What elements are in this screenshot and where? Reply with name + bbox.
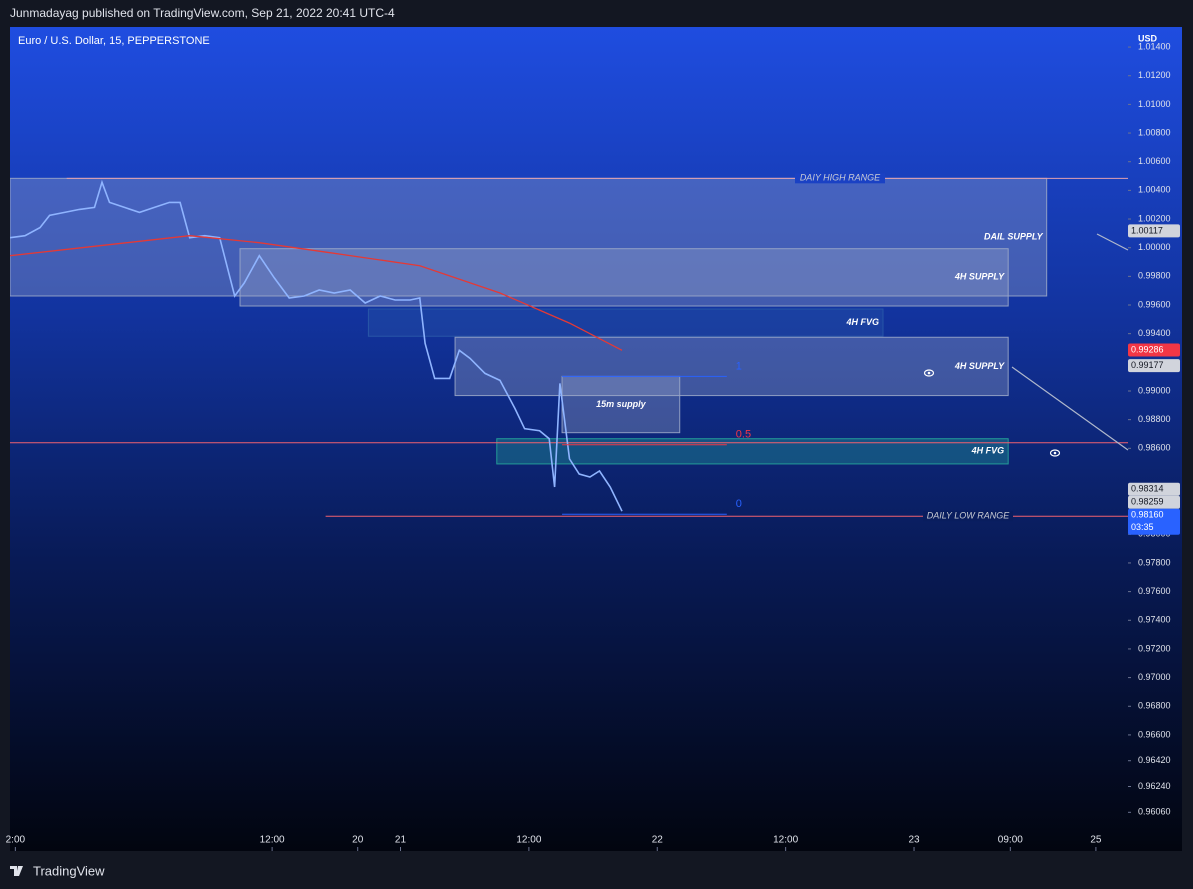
level-label: DAIY HIGH RANGE bbox=[800, 173, 881, 183]
y-tick-label: 1.00800 bbox=[1138, 127, 1171, 137]
zone bbox=[10, 177, 1048, 297]
trend-arrow bbox=[1096, 233, 1129, 251]
level-label-gap bbox=[923, 511, 1013, 522]
y-tick-label: 0.96600 bbox=[1138, 729, 1171, 739]
level-label: DAILY LOW RANGE bbox=[927, 511, 1011, 521]
brand-name: TradingView bbox=[33, 863, 105, 878]
y-tick-label: 0.97200 bbox=[1138, 643, 1171, 653]
price-label-text: 1.00117 bbox=[1131, 225, 1163, 235]
y-tick-label: 0.96420 bbox=[1138, 755, 1171, 765]
price-label-text: 0.99286 bbox=[1131, 344, 1164, 354]
moving-average bbox=[10, 235, 623, 351]
price-label bbox=[1128, 482, 1180, 496]
y-tick-label: 0.97800 bbox=[1138, 557, 1171, 567]
y-tick-label: 0.99600 bbox=[1138, 299, 1171, 309]
level-label-gap bbox=[795, 173, 885, 184]
fib-level-label: 1 bbox=[736, 360, 742, 372]
y-tick-label: 0.98800 bbox=[1138, 414, 1171, 424]
zone-label: 4H SUPPLY bbox=[954, 272, 1005, 282]
y-tick-label: 0.99400 bbox=[1138, 328, 1171, 338]
x-tick-label: 12:00 bbox=[260, 835, 285, 846]
price-label bbox=[1128, 508, 1180, 535]
y-tick-label: 1.01000 bbox=[1138, 99, 1171, 109]
plot-area bbox=[10, 173, 1128, 522]
trend-arrow bbox=[1011, 366, 1129, 451]
y-tick-label: 0.99800 bbox=[1138, 271, 1171, 281]
x-tick-label: 12:00 bbox=[773, 835, 798, 846]
zone bbox=[454, 336, 1009, 397]
x-tick-label: 25 bbox=[1090, 835, 1102, 846]
y-tick-label: 0.96240 bbox=[1138, 781, 1171, 791]
y-tick-label: 0.97000 bbox=[1138, 672, 1171, 682]
price-label bbox=[1128, 359, 1180, 373]
zone bbox=[561, 375, 681, 434]
zone-label: 4H FVG bbox=[971, 446, 1005, 456]
zone-label: 4H FVG bbox=[845, 317, 879, 327]
price-label bbox=[1128, 495, 1180, 509]
x-tick-label: 21 bbox=[395, 835, 407, 846]
y-tick-label: 0.96060 bbox=[1138, 807, 1171, 817]
y-tick-label: 1.01400 bbox=[1138, 41, 1171, 51]
y-tick-label: 1.00400 bbox=[1138, 185, 1171, 195]
price-label-text: 0.98259 bbox=[1131, 497, 1164, 507]
y-tick-label: 0.97600 bbox=[1138, 586, 1171, 596]
y-tick-label: 1.00600 bbox=[1138, 156, 1171, 166]
zone bbox=[239, 248, 1009, 307]
price-label bbox=[1128, 224, 1180, 238]
price-label-text: 0.98314 bbox=[1131, 484, 1164, 494]
x-tick-label: 09:00 bbox=[998, 835, 1023, 846]
price-label-text: 0.99177 bbox=[1131, 360, 1164, 370]
chart-title: Euro / U.S. Dollar, 15, PEPPERSTONE bbox=[18, 35, 210, 47]
zone-label: DAIL SUPPLY bbox=[984, 232, 1044, 242]
y-tick-label: 0.99000 bbox=[1138, 385, 1171, 395]
brand-logo bbox=[10, 866, 23, 876]
brand: TradingView bbox=[10, 863, 105, 878]
y-tick-label: 1.00000 bbox=[1138, 242, 1171, 252]
x-tick-label: 22 bbox=[652, 835, 664, 846]
currency-label: USD bbox=[1138, 33, 1158, 43]
price-line bbox=[10, 179, 623, 512]
zone-label: 4H SUPPLY bbox=[954, 361, 1005, 371]
y-tick-label: 0.96800 bbox=[1138, 701, 1171, 711]
y-tick-label: 0.98600 bbox=[1138, 443, 1171, 453]
countdown: 03:35 bbox=[1131, 522, 1154, 532]
eye-icon[interactable] bbox=[1049, 449, 1061, 457]
fib-level-label: 0 bbox=[736, 498, 742, 510]
y-tick-label: 0.97400 bbox=[1138, 615, 1171, 625]
y-tick-label: 1.00200 bbox=[1138, 213, 1171, 223]
x-tick-label: 12:00 bbox=[516, 835, 541, 846]
x-tick-label: 23 bbox=[908, 835, 920, 846]
price-label bbox=[1128, 343, 1180, 357]
eye-icon[interactable] bbox=[923, 369, 935, 377]
x-tick-label: 2:00 bbox=[6, 835, 26, 846]
x-tick-label: 20 bbox=[352, 835, 364, 846]
price-label-text: 0.98160 bbox=[1131, 510, 1164, 520]
y-tick-label: 1.01200 bbox=[1138, 70, 1171, 80]
fib-level-label: 0.5 bbox=[736, 429, 751, 441]
overlay bbox=[923, 233, 1129, 457]
zone bbox=[367, 308, 884, 337]
zone-label: 15m supply bbox=[596, 399, 647, 409]
publisher-note: Junmadayag published on TradingView.com,… bbox=[10, 6, 395, 20]
